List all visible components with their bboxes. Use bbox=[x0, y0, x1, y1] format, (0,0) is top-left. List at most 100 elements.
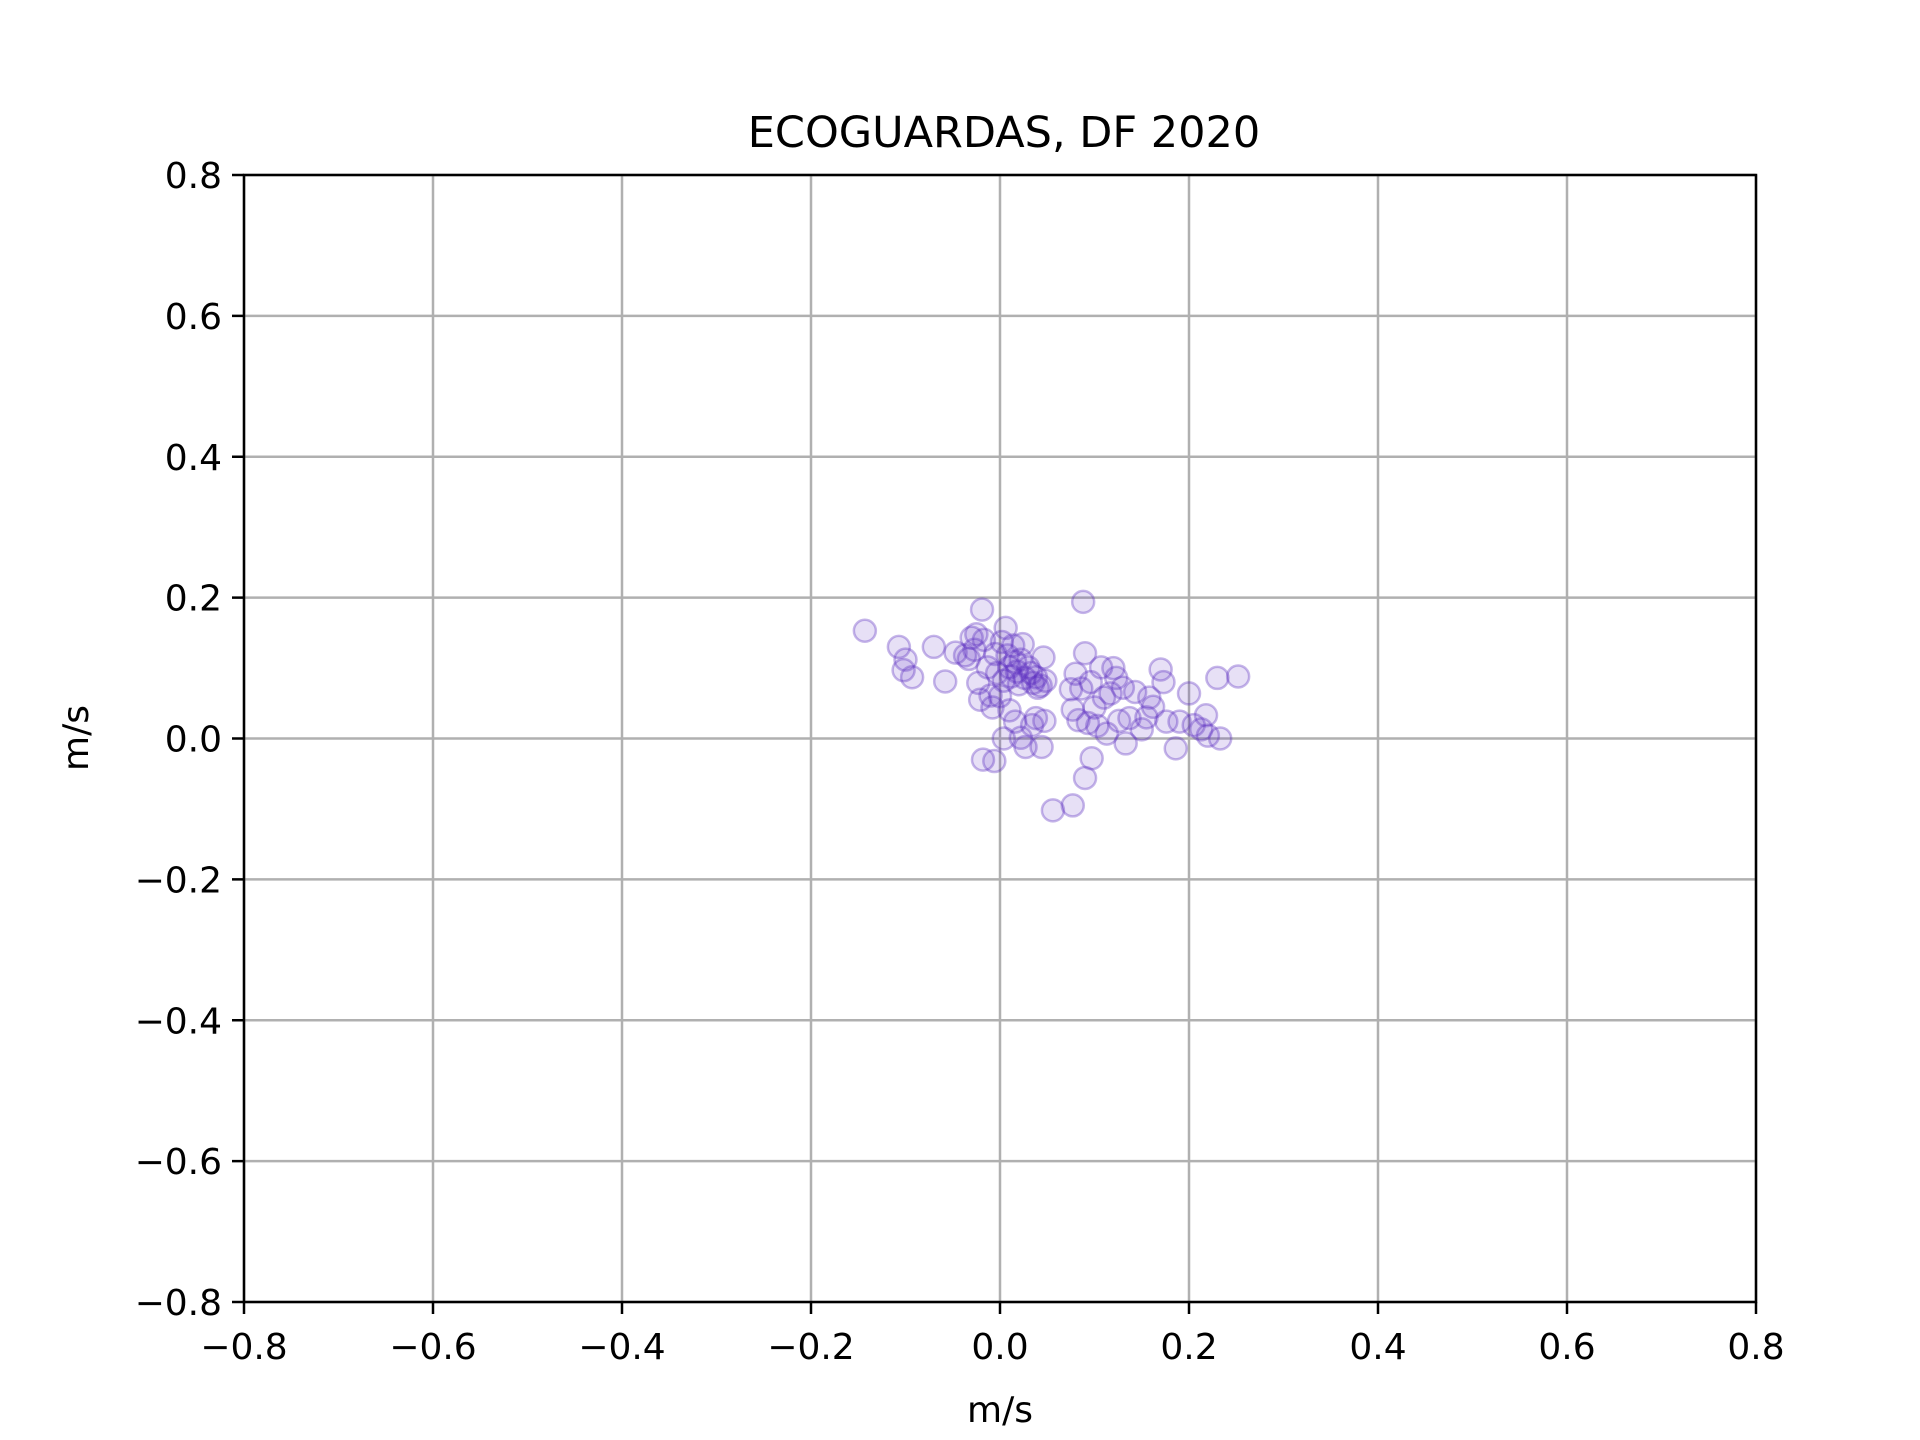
y-tick-label: 0.4 bbox=[165, 438, 222, 479]
scatter-point bbox=[1101, 655, 1126, 681]
y-tick-label: 0.2 bbox=[165, 579, 222, 620]
y-axis-label: m/s bbox=[56, 705, 97, 771]
x-axis-label: m/s bbox=[967, 1390, 1033, 1431]
y-axis-ticks: −0.8 −0.6 −0.4 −0.2 0.0 0.2 0.4 0.6 0.8 bbox=[135, 156, 244, 1324]
scatter-point bbox=[1106, 708, 1132, 734]
scatter-point bbox=[1002, 709, 1028, 734]
scatter-point bbox=[1195, 723, 1221, 748]
scatter-point bbox=[987, 683, 1013, 709]
scatter-point bbox=[943, 640, 968, 665]
scatter-point bbox=[1094, 721, 1120, 746]
scatter-point bbox=[962, 637, 987, 662]
scatter-point bbox=[1023, 664, 1049, 690]
scatter-point bbox=[971, 627, 997, 653]
scatter-point bbox=[1006, 672, 1032, 697]
scatter-point bbox=[1193, 703, 1219, 728]
x-tick-label: 0.6 bbox=[1538, 1327, 1595, 1368]
scatter-point bbox=[1000, 633, 1026, 658]
x-axis-ticks: −0.8 −0.6 −0.4 −0.2 0.0 0.2 0.4 0.6 0.8 bbox=[200, 1302, 1785, 1368]
scatter-point bbox=[1032, 708, 1057, 734]
scatter-point bbox=[1129, 717, 1154, 742]
scatter-point bbox=[975, 655, 1000, 680]
scatter-point bbox=[1148, 657, 1173, 682]
scatter-point bbox=[1075, 710, 1101, 736]
scatter-point bbox=[1013, 734, 1038, 760]
scatter-point bbox=[852, 618, 878, 643]
scatter-point bbox=[1117, 705, 1142, 731]
scatter-point bbox=[1167, 709, 1192, 734]
scatter-point bbox=[991, 668, 1017, 693]
scatter-point bbox=[959, 625, 984, 651]
x-tick-label: −0.2 bbox=[767, 1327, 854, 1368]
scatter-point bbox=[967, 687, 993, 713]
scatter-point bbox=[1060, 697, 1086, 722]
scatter-point bbox=[1189, 717, 1214, 742]
x-tick-label: −0.4 bbox=[578, 1327, 665, 1368]
scatter-point bbox=[1063, 661, 1088, 686]
y-tick-label: −0.8 bbox=[135, 1283, 222, 1324]
scatter-point bbox=[1023, 705, 1049, 731]
scatter-point bbox=[1098, 681, 1123, 706]
x-tick-label: 0.2 bbox=[1160, 1327, 1217, 1368]
y-tick-label: 0.0 bbox=[165, 720, 222, 761]
scatter-point bbox=[1079, 745, 1104, 771]
scatter-point bbox=[956, 646, 982, 672]
scatter-point bbox=[1029, 734, 1054, 760]
scatter-point bbox=[989, 629, 1015, 655]
scatter-point bbox=[1122, 679, 1148, 705]
scatter-point bbox=[1163, 736, 1189, 761]
scatter-point bbox=[886, 634, 912, 660]
scatter-point bbox=[1110, 675, 1136, 701]
scatter-point bbox=[1028, 673, 1053, 698]
x-tick-label: −0.6 bbox=[389, 1327, 476, 1368]
scatter-point bbox=[1060, 793, 1086, 818]
y-tick-label: −0.6 bbox=[135, 1142, 222, 1183]
x-tick-label: 0.0 bbox=[971, 1327, 1028, 1368]
scatter-point bbox=[899, 664, 925, 690]
scatter-point bbox=[964, 622, 989, 647]
scatter-point bbox=[1019, 712, 1045, 738]
scatter-point bbox=[978, 683, 1003, 708]
scatter-point bbox=[983, 641, 1008, 667]
scatter-point bbox=[1020, 670, 1046, 696]
scatter-point bbox=[1070, 589, 1096, 615]
scatter-point bbox=[1137, 685, 1162, 710]
scatter-point bbox=[969, 597, 995, 622]
scatter-point bbox=[984, 660, 1010, 686]
scatter-point bbox=[1072, 765, 1098, 791]
scatter-point bbox=[921, 634, 947, 660]
scatter-point bbox=[1033, 668, 1058, 693]
x-tick-label: −0.8 bbox=[200, 1327, 287, 1368]
scatter-point bbox=[1078, 669, 1103, 695]
scatter-point bbox=[997, 655, 1022, 680]
scatter-point bbox=[1140, 694, 1166, 720]
y-tick-label: 0.8 bbox=[165, 156, 222, 197]
y-tick-label: −0.2 bbox=[135, 860, 222, 901]
chart-title: ECOGUARDAS, DF 2020 bbox=[748, 108, 1260, 158]
scatter-point bbox=[1002, 649, 1028, 674]
scatter-point bbox=[1040, 798, 1066, 823]
scatter-point bbox=[970, 747, 996, 772]
scatter-point bbox=[966, 670, 991, 696]
scatter-point bbox=[1154, 709, 1179, 734]
scatter-point bbox=[997, 698, 1022, 723]
scatter-point bbox=[1018, 660, 1044, 686]
scatter-point bbox=[1113, 731, 1138, 756]
scatter-point bbox=[893, 647, 918, 672]
scatter-point bbox=[1085, 713, 1110, 739]
scatter-point bbox=[891, 657, 916, 683]
scatter-point bbox=[1025, 675, 1051, 701]
y-tick-label: 0.6 bbox=[165, 297, 222, 338]
scatter-point bbox=[1016, 655, 1041, 680]
scatter-point bbox=[980, 695, 1005, 720]
scatter-point bbox=[982, 748, 1007, 774]
scatter-point bbox=[1205, 665, 1230, 691]
scatter-point bbox=[1072, 641, 1098, 666]
scatter-point bbox=[1091, 685, 1117, 710]
scatter-point bbox=[1082, 695, 1107, 720]
scatter-point bbox=[999, 664, 1024, 689]
x-tick-label: 0.8 bbox=[1727, 1327, 1784, 1368]
x-tick-label: 0.4 bbox=[1349, 1327, 1406, 1368]
